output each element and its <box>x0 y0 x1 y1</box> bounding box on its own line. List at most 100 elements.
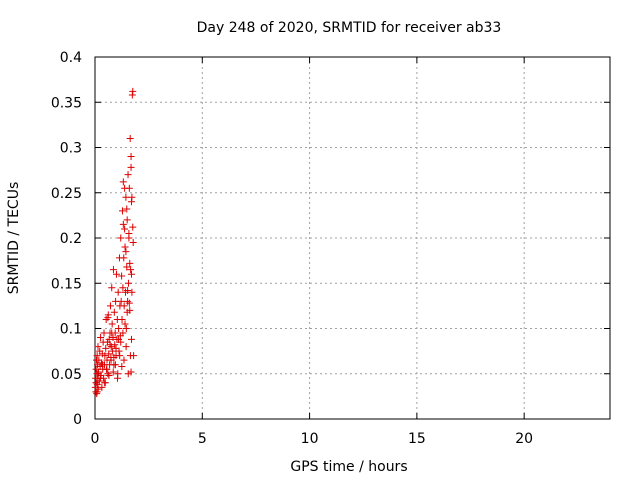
data-point <box>93 388 101 396</box>
data-point <box>105 335 113 343</box>
y-tick-label: 0.25 <box>51 186 82 202</box>
data-point <box>101 352 109 360</box>
data-point <box>97 359 105 367</box>
data-point <box>122 248 130 256</box>
data-point <box>125 184 133 192</box>
data-point <box>120 356 128 364</box>
data-point <box>119 329 127 337</box>
y-tick-label: 0.15 <box>51 276 82 292</box>
data-point <box>123 216 131 224</box>
y-axis-label: SRMTID / TECUs <box>6 182 22 295</box>
data-point <box>126 259 134 267</box>
data-point <box>121 225 129 233</box>
data-point <box>109 266 117 274</box>
x-axis-label: GPS time / hours <box>290 459 407 475</box>
y-tick-label: 0.05 <box>51 367 82 383</box>
data-point <box>99 361 107 369</box>
data-point <box>126 134 134 142</box>
data-point <box>106 341 114 349</box>
data-point <box>117 297 125 305</box>
data-point <box>114 288 122 296</box>
data-point <box>125 299 133 307</box>
y-tick-label: 0.3 <box>60 141 82 157</box>
data-point <box>94 343 102 351</box>
data-point <box>124 286 132 294</box>
data-point <box>102 344 110 352</box>
data-point <box>108 329 116 337</box>
data-point <box>121 320 129 328</box>
data-point <box>114 374 122 382</box>
data-point <box>127 335 135 343</box>
grid <box>95 57 610 419</box>
y-tick-label: 0.1 <box>60 322 82 338</box>
data-point <box>127 368 135 376</box>
data-point <box>117 234 125 242</box>
data-point <box>122 325 130 332</box>
x-tick-labels: 0 5 10 15 20 <box>91 431 534 447</box>
data-point <box>105 350 113 358</box>
y-tick-labels: 0 0.05 0.1 0.15 0.2 0.25 0.3 0.35 0.4 <box>51 50 82 428</box>
data-point <box>122 343 130 351</box>
data-point <box>108 320 116 328</box>
x-tick-label: 15 <box>408 431 426 447</box>
data-point <box>129 223 137 231</box>
data-point <box>101 379 109 387</box>
data-point <box>119 178 127 186</box>
data-point <box>93 381 101 389</box>
data-point <box>93 352 101 360</box>
data-point <box>110 353 118 361</box>
data-point <box>102 315 110 323</box>
data-point <box>124 171 132 179</box>
chart-title: Day 248 of 2020, SRMTID for receiver ab3… <box>197 20 502 36</box>
x-tick-label: 10 <box>301 431 319 447</box>
data-point <box>104 314 112 322</box>
y-tick-label: 0.4 <box>60 50 82 66</box>
data-point <box>117 338 125 346</box>
data-point <box>104 370 112 378</box>
data-point <box>124 279 132 287</box>
data-point <box>127 153 135 161</box>
data-point <box>119 220 127 228</box>
data-point <box>127 270 135 278</box>
data-point <box>105 372 113 380</box>
data-points <box>91 87 138 398</box>
y-tick-label: 0.2 <box>60 231 82 247</box>
data-point <box>129 239 137 247</box>
data-point <box>98 383 106 391</box>
data-point <box>124 297 132 305</box>
data-point <box>118 363 126 371</box>
axis-ticks <box>94 56 610 420</box>
data-point <box>125 234 133 242</box>
data-point <box>127 266 135 274</box>
data-point <box>123 205 131 213</box>
data-point <box>116 352 124 360</box>
data-point <box>110 308 118 316</box>
x-tick-label: 20 <box>515 431 533 447</box>
data-point <box>111 361 119 369</box>
data-point <box>115 325 123 332</box>
data-point <box>123 263 131 271</box>
data-point <box>112 270 120 278</box>
x-tick-label: 5 <box>198 431 207 447</box>
y-tick-label: 0.35 <box>51 95 82 111</box>
data-point <box>119 284 127 292</box>
data-point <box>96 374 104 382</box>
data-point <box>109 368 117 376</box>
data-point <box>92 379 100 387</box>
data-point <box>109 334 117 342</box>
data-point <box>123 308 131 316</box>
data-point <box>103 365 111 373</box>
data-point <box>106 302 114 310</box>
data-point <box>129 87 137 95</box>
data-point <box>126 352 134 360</box>
data-point <box>118 272 126 280</box>
data-point <box>118 207 126 215</box>
x-tick-label: 0 <box>91 431 100 447</box>
data-point <box>128 193 136 201</box>
data-point <box>108 284 116 292</box>
data-point <box>120 302 128 310</box>
data-point <box>121 243 129 251</box>
y-tick-label: 0 <box>73 412 82 428</box>
